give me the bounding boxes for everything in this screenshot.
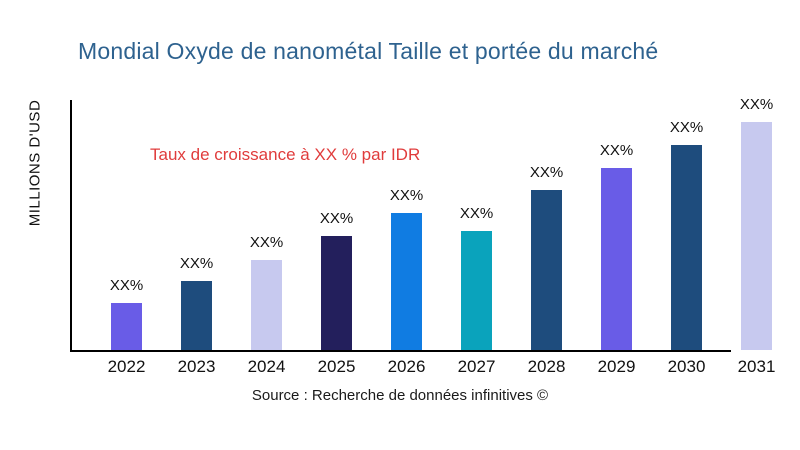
bar-value-label-2027: XX% [459, 205, 494, 222]
x-tick-2028: 2028 [527, 357, 566, 376]
x-tick-2030: 2030 [667, 357, 706, 376]
bar-2028 [531, 190, 562, 350]
bar-2029 [601, 168, 632, 350]
bar-value-label-2024: XX% [249, 234, 284, 251]
bar-value-label-2025: XX% [319, 210, 354, 227]
bar-2023 [181, 281, 212, 350]
x-tick-2031: 2031 [737, 357, 776, 376]
bar-value-label-2022: XX% [109, 277, 144, 294]
bar-2031 [741, 122, 772, 350]
bar-value-label-2026: XX% [389, 187, 424, 204]
growth-rate-annotation: Taux de croissance à XX % par IDR [150, 145, 421, 164]
y-axis-line [70, 100, 72, 352]
source-caption: Source : Recherche de données infinitive… [251, 387, 549, 404]
chart-title: Mondial Oxyde de nanométal Taille et por… [78, 38, 659, 64]
bar-2025 [321, 236, 352, 350]
bar-value-label-2031: XX% [739, 96, 774, 113]
bar-2027 [461, 231, 492, 350]
bar-value-label-2030: XX% [669, 119, 704, 136]
y-axis-label: MILLIONS D'USD [26, 99, 44, 227]
bar-2024 [251, 260, 282, 350]
x-tick-2025: 2025 [317, 357, 356, 376]
bar-value-label-2029: XX% [599, 142, 634, 159]
x-tick-2027: 2027 [457, 357, 496, 376]
bar-2030 [671, 145, 702, 350]
bar-2022 [111, 303, 142, 350]
x-axis-line [70, 350, 731, 352]
x-tick-2023: 2023 [177, 357, 216, 376]
bar-value-label-2028: XX% [529, 164, 564, 181]
x-tick-2022: 2022 [107, 357, 146, 376]
x-tick-2024: 2024 [247, 357, 286, 376]
x-tick-2029: 2029 [597, 357, 636, 376]
bar-value-label-2023: XX% [179, 255, 214, 272]
bar-2026 [391, 213, 422, 350]
x-tick-2026: 2026 [387, 357, 426, 376]
